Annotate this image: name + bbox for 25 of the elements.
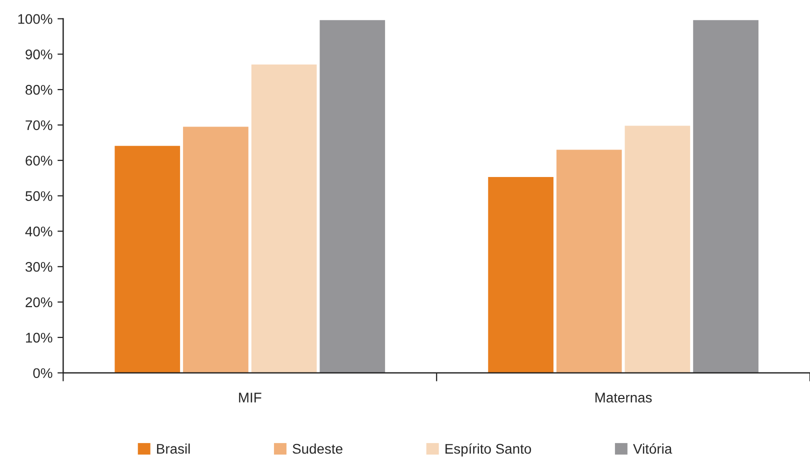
y-tick-label: 100% (18, 14, 52, 24)
bar (624, 126, 690, 373)
y-tick-label: 80% (26, 84, 52, 95)
bar (251, 64, 317, 373)
legend-label: Brasil (157, 444, 190, 454)
bar (556, 150, 622, 373)
x-tick-label: Maternas (595, 392, 652, 402)
y-tick-label: 60% (26, 156, 52, 166)
y-tick-label: 90% (26, 50, 52, 60)
bar (114, 146, 180, 373)
x-tick-label: MIF (239, 392, 262, 402)
y-tick-label: 70% (26, 120, 52, 130)
y-tick-label: 20% (26, 297, 52, 308)
y-tick-label: 30% (25, 262, 52, 272)
legend-label: Espírito Santo (446, 443, 532, 456)
bar (488, 177, 554, 373)
bar (320, 20, 386, 373)
y-tick-label: 10% (26, 332, 52, 343)
bar (183, 126, 248, 373)
y-tick-label: 50% (26, 191, 52, 201)
y-tick-label: 40% (25, 226, 52, 236)
legend-label: Vitória (633, 443, 672, 454)
bar (693, 20, 758, 373)
legend-label: Sudeste (292, 444, 342, 454)
y-tick-label: 0% (33, 368, 52, 378)
